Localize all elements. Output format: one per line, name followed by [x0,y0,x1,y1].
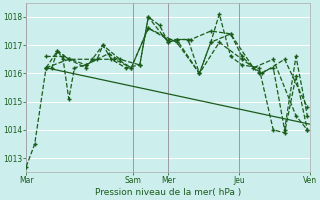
X-axis label: Pression niveau de la mer( hPa ): Pression niveau de la mer( hPa ) [95,188,241,197]
